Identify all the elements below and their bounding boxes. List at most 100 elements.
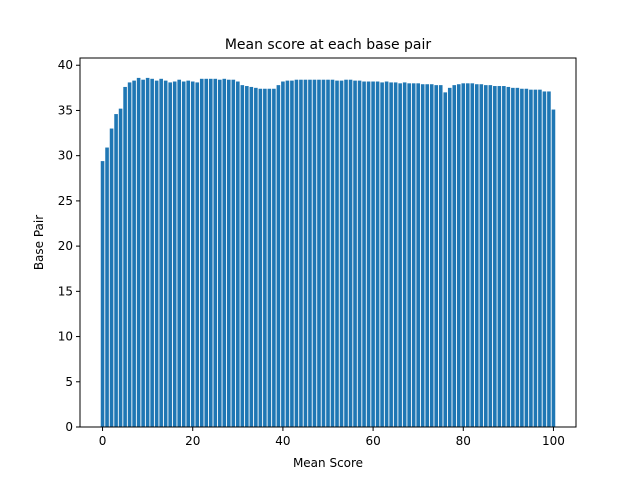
- bar: [217, 79, 222, 428]
- bar: [326, 79, 330, 428]
- bar: [100, 161, 105, 427]
- bar: [497, 86, 502, 427]
- bar: [181, 81, 186, 427]
- bar: [150, 78, 154, 428]
- bar: [402, 82, 407, 427]
- bar: [127, 82, 132, 427]
- y-tick-label: 10: [58, 330, 73, 344]
- y-tick-label: 35: [58, 103, 73, 117]
- bars-group: [100, 77, 556, 428]
- bar: [177, 79, 182, 428]
- bar: [416, 83, 420, 427]
- bar: [132, 80, 136, 427]
- bar: [529, 89, 533, 427]
- bar: [294, 79, 299, 428]
- bar: [407, 83, 411, 427]
- bar: [222, 78, 227, 428]
- plot-frame: [79, 57, 577, 428]
- bar: [344, 79, 348, 428]
- bar: [443, 92, 448, 427]
- bar: [276, 85, 281, 427]
- bar: [118, 108, 123, 427]
- y-tick-label: 40: [58, 58, 73, 72]
- bar: [267, 88, 272, 427]
- x-axis-label: Mean Score: [293, 456, 363, 470]
- bar: [488, 85, 493, 427]
- bar: [465, 83, 470, 427]
- y-tick-label: 0: [65, 420, 73, 434]
- bar: [321, 79, 326, 428]
- chart-title: Mean score at each base pair: [225, 37, 432, 53]
- bar: [393, 82, 398, 427]
- bar: [371, 81, 375, 427]
- bar: [411, 83, 416, 427]
- bar: [339, 80, 344, 427]
- bar: [245, 86, 249, 427]
- bar: [330, 79, 335, 428]
- bar: [425, 84, 430, 428]
- bar: [312, 79, 317, 428]
- bar: [484, 85, 488, 427]
- bar: [263, 88, 267, 427]
- y-axis-ticks: 0 5 10 15 20 25 30 35 40: [58, 58, 80, 434]
- y-axis-label: Base Pair: [32, 215, 46, 270]
- bar: [429, 84, 434, 428]
- bar: [154, 80, 159, 427]
- y-tick-label: 30: [58, 149, 73, 163]
- bar: [240, 85, 245, 427]
- bar: [195, 82, 200, 427]
- bar: [438, 85, 443, 427]
- bar: [272, 88, 276, 427]
- bar: [159, 78, 163, 428]
- bar: [357, 80, 362, 427]
- x-axis-ticks: 0 20 40 60 80 100: [99, 427, 565, 448]
- bar: [380, 82, 384, 427]
- bar: [533, 89, 538, 427]
- bar: [254, 87, 258, 428]
- bar: [389, 82, 393, 427]
- bar: [208, 78, 213, 428]
- bar: [348, 79, 353, 428]
- y-tick-label: 25: [58, 194, 73, 208]
- bar: [231, 79, 236, 428]
- bar: [249, 86, 254, 428]
- bar: [123, 86, 127, 428]
- bar: [398, 83, 402, 427]
- bar: [511, 87, 515, 428]
- bar: [434, 85, 439, 427]
- x-tick-label: 40: [275, 434, 290, 448]
- bar: [226, 79, 231, 428]
- bar: [362, 81, 366, 427]
- bar: [281, 81, 285, 427]
- bar: [145, 77, 150, 427]
- bar: [538, 89, 542, 427]
- bar: [236, 81, 240, 427]
- bar: [520, 88, 524, 427]
- x-tick-label: 20: [185, 434, 200, 448]
- bar: [199, 78, 204, 428]
- bar: [479, 84, 484, 428]
- bar: [447, 87, 452, 428]
- y-tick-label: 20: [58, 239, 73, 253]
- bar: [213, 78, 218, 428]
- bar: [515, 87, 520, 428]
- bar: [285, 80, 290, 427]
- bar: [168, 82, 172, 427]
- bar: [299, 79, 303, 428]
- bar: [524, 88, 529, 427]
- bar: [542, 91, 547, 428]
- bar: [384, 81, 389, 427]
- x-tick-label: 80: [456, 434, 471, 448]
- bar: [470, 83, 475, 427]
- bar: [303, 79, 308, 428]
- y-tick-label: 15: [58, 284, 73, 298]
- bar: [172, 81, 177, 427]
- bar: [353, 80, 357, 427]
- bar: [186, 80, 191, 427]
- bar: [290, 80, 294, 427]
- x-tick-label: 100: [542, 434, 565, 448]
- bar: [474, 84, 479, 428]
- bar: [109, 128, 114, 427]
- bar: [502, 86, 506, 427]
